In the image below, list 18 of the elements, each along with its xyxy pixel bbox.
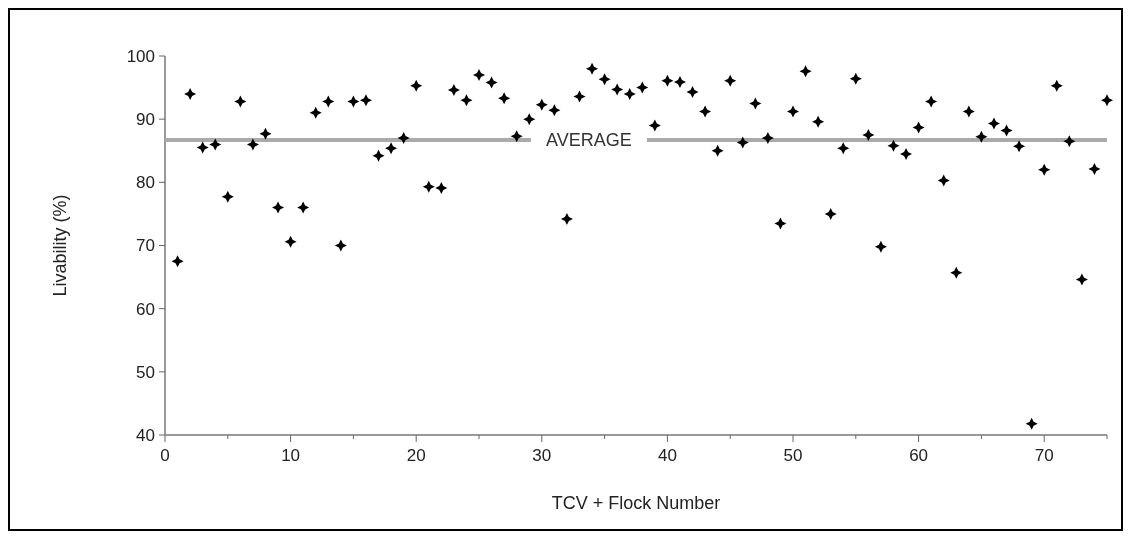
y-tick-label: 70 <box>136 236 155 256</box>
x-tick-label: 0 <box>160 446 170 465</box>
y-tick-label: 80 <box>136 173 155 193</box>
x-tick-label: 10 <box>281 446 301 465</box>
y-tick-label: 100 <box>126 46 155 66</box>
y-tick-label: 40 <box>136 425 155 445</box>
x-tick-label: 50 <box>783 446 803 465</box>
x-tick-label: 70 <box>1034 446 1054 465</box>
x-axis-title: TCV + Flock Number <box>551 493 721 513</box>
x-tick-label: 40 <box>657 446 677 465</box>
x-tick-label: 60 <box>909 446 929 465</box>
x-tick-label: 20 <box>406 446 426 465</box>
y-tick-label: 50 <box>136 362 155 382</box>
ref-line-label: AVERAGE <box>546 130 632 151</box>
y-tick-label: 90 <box>136 110 155 130</box>
x-tick-label: 30 <box>532 446 552 465</box>
y-tick-label: 60 <box>136 299 155 319</box>
y-axis-title: Livability (%) <box>50 194 70 297</box>
